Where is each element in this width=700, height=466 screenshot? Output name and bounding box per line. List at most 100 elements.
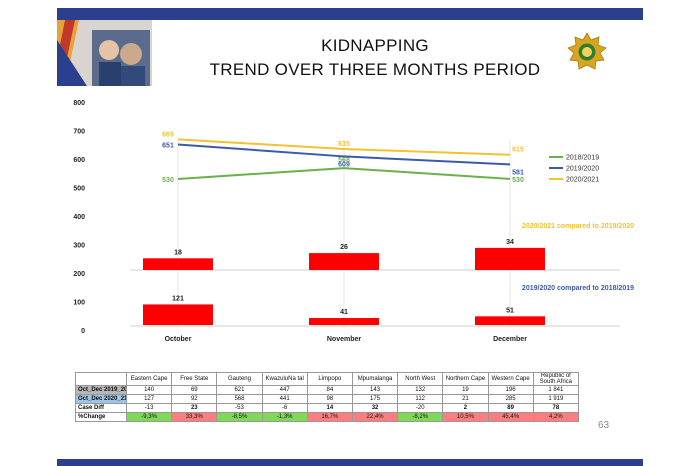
top-band xyxy=(57,8,643,20)
header-photo xyxy=(57,20,152,86)
column-header xyxy=(75,372,127,386)
table-cell: -9,3% xyxy=(125,412,173,422)
y-tick-label: 400 xyxy=(73,214,85,221)
column-header: Gauteng xyxy=(216,372,263,386)
column-header: KwazuluNa tal xyxy=(261,372,308,386)
data-label: 530 xyxy=(162,177,174,184)
data-label: 669 xyxy=(162,131,174,138)
legend-label: 2018/2019 xyxy=(566,155,599,162)
bar xyxy=(309,253,379,270)
table-cell: 98 xyxy=(306,394,353,404)
table-cell: 14 xyxy=(306,403,353,413)
x-tick-label: October xyxy=(165,336,192,343)
bar-label: 51 xyxy=(506,307,514,314)
data-label: 635 xyxy=(338,141,350,148)
bar-label: 26 xyxy=(340,244,348,251)
column-header: Eastern Cape xyxy=(125,372,173,386)
table-cell: -1,3% xyxy=(261,412,308,422)
row-label: Oct_Dec 2020_21 xyxy=(75,394,127,404)
table-cell: 1 841 xyxy=(532,385,580,395)
bar-panel-2-title: 2019/2020 compared to 2018/2019 xyxy=(522,285,634,292)
table-cell: 568 xyxy=(216,394,263,404)
bar-panel-1-title: 2020/2021 compared to 2019/2020 xyxy=(522,223,634,230)
table-cell: 32 xyxy=(351,403,399,413)
table-cell: 447 xyxy=(261,385,308,395)
table-cell: 69 xyxy=(171,385,218,395)
table-cell: 196 xyxy=(487,385,534,395)
table-cell: 132 xyxy=(397,385,444,395)
y-tick-label: 200 xyxy=(73,271,85,278)
y-tick-label: 800 xyxy=(73,100,85,107)
bar xyxy=(143,304,213,325)
table-cell: 2 xyxy=(442,403,489,413)
table-cell: 33,3% xyxy=(171,412,218,422)
series-line-2018-2019 xyxy=(177,167,511,180)
row-label: %Change xyxy=(75,412,127,422)
column-header: Northern Cape xyxy=(442,372,489,386)
title-line-1: KIDNAPPING xyxy=(321,36,429,55)
series-line-2020-2021 xyxy=(177,138,511,156)
table-cell: 10,5% xyxy=(442,412,489,422)
y-tick-label: 500 xyxy=(73,186,85,193)
table-cell: 140 xyxy=(125,385,173,395)
table-cell: 23 xyxy=(171,403,218,413)
table-cell: 621 xyxy=(216,385,263,395)
table-cell: 22,4% xyxy=(351,412,399,422)
table-cell: 112 xyxy=(397,394,444,404)
x-tick-label: November xyxy=(327,336,362,343)
row-label: Oct_Dec 2019_20 xyxy=(75,385,127,395)
table-cell: 84 xyxy=(306,385,353,395)
page-number: 63 xyxy=(598,420,610,431)
y-tick-label: 0 xyxy=(81,328,85,335)
legend-label: 2019/2020 xyxy=(566,166,599,173)
table-cell: -8,2% xyxy=(397,412,444,422)
table-cell: -53 xyxy=(216,403,263,413)
table-row: %Change -9,3% 33,3% -8,5% -1,3% 16,7% 22,4% -8,… xyxy=(75,412,580,422)
data-label: 568 xyxy=(338,157,350,164)
table-cell: 78 xyxy=(532,403,580,413)
bar-label: 34 xyxy=(506,239,514,246)
table-cell: 45,4% xyxy=(487,412,534,422)
column-header: Republic of South Africa xyxy=(532,372,580,386)
table-cell: 1 919 xyxy=(532,394,580,404)
table-cell: -8,5% xyxy=(216,412,263,422)
y-tick-label: 300 xyxy=(73,243,85,250)
data-label: 651 xyxy=(162,142,174,149)
bar-label: 41 xyxy=(340,309,348,316)
bar xyxy=(475,247,545,270)
data-label: 581 xyxy=(512,169,524,176)
bottom-band xyxy=(57,459,643,466)
data-label: 609 xyxy=(338,161,350,168)
data-label: 530 xyxy=(512,177,524,184)
data-label: 615 xyxy=(512,147,524,154)
y-tick-label: 100 xyxy=(73,300,85,307)
title-line-2: TREND OVER THREE MONTHS PERIOD xyxy=(209,60,541,79)
table-cell: -20 xyxy=(397,403,444,413)
province-stats-table: Eastern Cape Free State Gauteng KwazuluNa t… xyxy=(75,372,580,422)
row-label: Case Diff xyxy=(75,403,127,413)
table-cell: 4,2% xyxy=(532,412,580,422)
y-tick-label: 600 xyxy=(73,157,85,164)
table-cell: 92 xyxy=(171,394,218,404)
table-cell: 127 xyxy=(125,394,173,404)
bar xyxy=(309,318,379,325)
table-cell: 143 xyxy=(351,385,399,395)
bar xyxy=(143,258,213,270)
table-cell: -6 xyxy=(261,403,308,413)
series-line-2019-2020 xyxy=(177,143,511,166)
bar-label: 18 xyxy=(174,249,182,256)
column-header: Free State xyxy=(171,372,218,386)
column-header: Mpumalanga xyxy=(351,372,399,386)
x-tick-label: December xyxy=(493,336,527,343)
table-cell: 21 xyxy=(442,394,489,404)
y-tick-label: 700 xyxy=(73,129,85,136)
table-cell: 285 xyxy=(487,394,534,404)
column-header: Western Cape xyxy=(487,372,534,386)
table-cell: 175 xyxy=(351,394,399,404)
table-cell: 19 xyxy=(442,385,489,395)
table-cell: -13 xyxy=(125,403,173,413)
table-row: Oct_Dec 2020_21 127 92 568 441 98 175 112 21 285 1… xyxy=(75,394,580,404)
table-cell: 89 xyxy=(487,403,534,413)
column-header: Limpopo xyxy=(306,372,353,386)
table-cell: 16,7% xyxy=(306,412,353,422)
